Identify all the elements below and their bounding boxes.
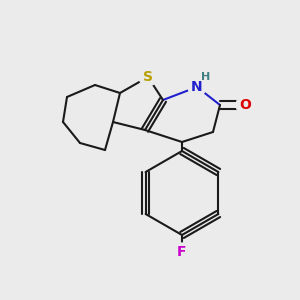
Text: O: O [239,98,251,112]
Circle shape [173,243,191,261]
Text: F: F [177,245,187,259]
Text: H: H [201,72,211,82]
Text: S: S [143,70,153,84]
Circle shape [236,96,254,114]
Circle shape [188,78,206,96]
Circle shape [139,68,157,86]
Text: N: N [191,80,203,94]
